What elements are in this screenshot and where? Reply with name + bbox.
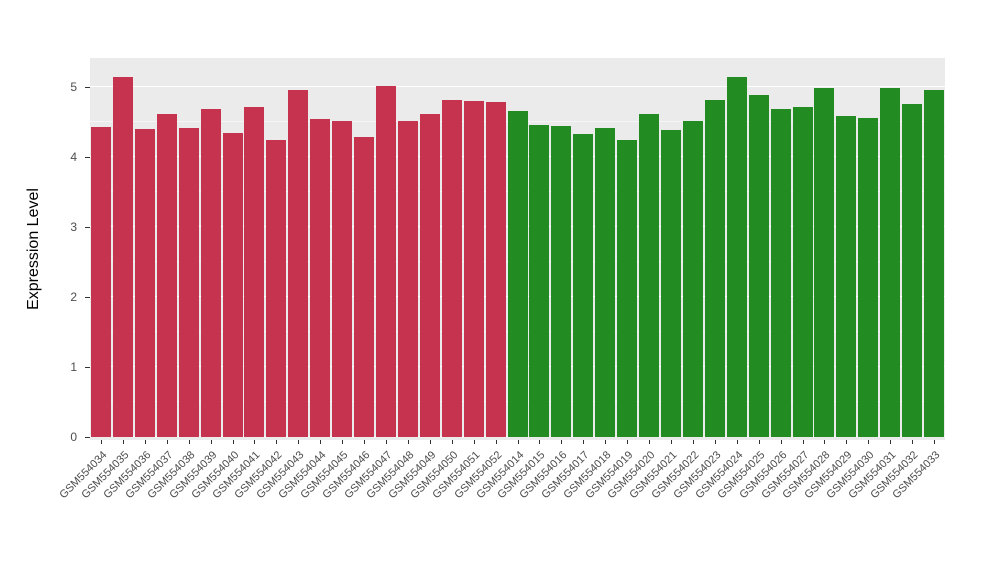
x-tick-mark	[780, 440, 782, 444]
bar	[792, 106, 813, 437]
bar	[660, 129, 681, 437]
y-tick-label: 1	[70, 360, 77, 374]
y-tick-label: 5	[70, 80, 77, 94]
y-tick-mark	[85, 87, 90, 88]
plot-panel	[90, 58, 945, 440]
x-tick-mark	[605, 440, 607, 444]
bar	[858, 117, 879, 437]
x-tick-mark	[736, 440, 738, 444]
bar	[836, 116, 857, 437]
x-tick-mark	[890, 440, 892, 444]
x-tick-mark	[561, 440, 563, 444]
x-tick-mark	[276, 440, 278, 444]
y-tick-label: 3	[70, 220, 77, 234]
bar	[419, 114, 440, 437]
bar	[222, 133, 243, 437]
bar	[726, 76, 747, 437]
x-tick-mark	[100, 440, 102, 444]
bar	[266, 140, 287, 437]
x-tick-mark	[495, 440, 497, 444]
x-tick-mark	[342, 440, 344, 444]
x-tick-mark	[122, 440, 124, 444]
x-tick-mark	[934, 440, 936, 444]
bar	[112, 76, 133, 437]
x-tick-mark	[254, 440, 256, 444]
bar	[485, 102, 506, 437]
y-tick-label: 4	[70, 150, 77, 164]
bar	[200, 109, 221, 437]
bar	[924, 89, 945, 437]
x-tick-mark	[627, 440, 629, 444]
bar	[134, 129, 155, 437]
bar	[814, 87, 835, 437]
bar	[529, 124, 550, 437]
x-tick-mark	[758, 440, 760, 444]
bar	[244, 107, 265, 437]
x-tick-mark	[144, 440, 146, 444]
bar	[354, 137, 375, 437]
bar	[902, 103, 923, 437]
x-tick-mark	[232, 440, 234, 444]
x-tick-mark	[298, 440, 300, 444]
bar	[178, 127, 199, 437]
y-tick-mark	[85, 227, 90, 228]
x-tick-mark	[824, 440, 826, 444]
x-tick-mark	[188, 440, 190, 444]
bar	[375, 86, 396, 437]
x-tick-mark	[451, 440, 453, 444]
bar	[441, 99, 462, 437]
bar	[90, 126, 111, 437]
bar	[573, 133, 594, 437]
bar	[332, 121, 353, 437]
bar	[880, 88, 901, 437]
y-tick-mark	[85, 367, 90, 368]
bar	[288, 89, 309, 437]
bar	[595, 128, 616, 437]
x-tick-mark	[692, 440, 694, 444]
x-tick-mark	[670, 440, 672, 444]
bar	[682, 121, 703, 437]
bar	[748, 95, 769, 437]
y-tick-mark	[85, 437, 90, 438]
x-tick-mark	[320, 440, 322, 444]
x-tick-mark	[166, 440, 168, 444]
bar	[156, 114, 177, 437]
bar	[770, 108, 791, 437]
bar	[704, 99, 725, 437]
bar	[463, 101, 484, 437]
x-tick-mark	[364, 440, 366, 444]
bar	[310, 118, 331, 437]
x-tick-mark	[517, 440, 519, 444]
y-tick-label: 0	[70, 430, 77, 444]
bar	[397, 120, 418, 437]
bar	[617, 140, 638, 437]
bar	[551, 125, 572, 437]
x-tick-mark	[407, 440, 409, 444]
x-tick-mark	[846, 440, 848, 444]
y-tick-label: 2	[70, 290, 77, 304]
x-tick-mark	[868, 440, 870, 444]
bar	[639, 114, 660, 437]
y-axis-title: Expression Level	[25, 188, 42, 310]
x-tick-mark	[539, 440, 541, 444]
y-tick-mark	[85, 157, 90, 158]
x-tick-mark	[912, 440, 914, 444]
gridline-major	[90, 86, 945, 87]
x-tick-mark	[649, 440, 651, 444]
x-tick-mark	[802, 440, 804, 444]
bar	[507, 110, 528, 437]
x-tick-mark	[210, 440, 212, 444]
x-tick-mark	[429, 440, 431, 444]
x-tick-mark	[473, 440, 475, 444]
y-tick-mark	[85, 297, 90, 298]
x-tick-mark	[714, 440, 716, 444]
x-tick-mark	[583, 440, 585, 444]
x-tick-mark	[385, 440, 387, 444]
